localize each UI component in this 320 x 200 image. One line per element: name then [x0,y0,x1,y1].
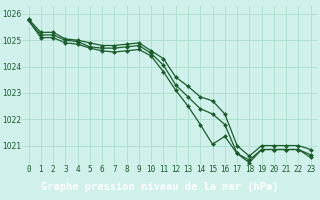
Text: Graphe pression niveau de la mer (hPa): Graphe pression niveau de la mer (hPa) [41,182,279,192]
